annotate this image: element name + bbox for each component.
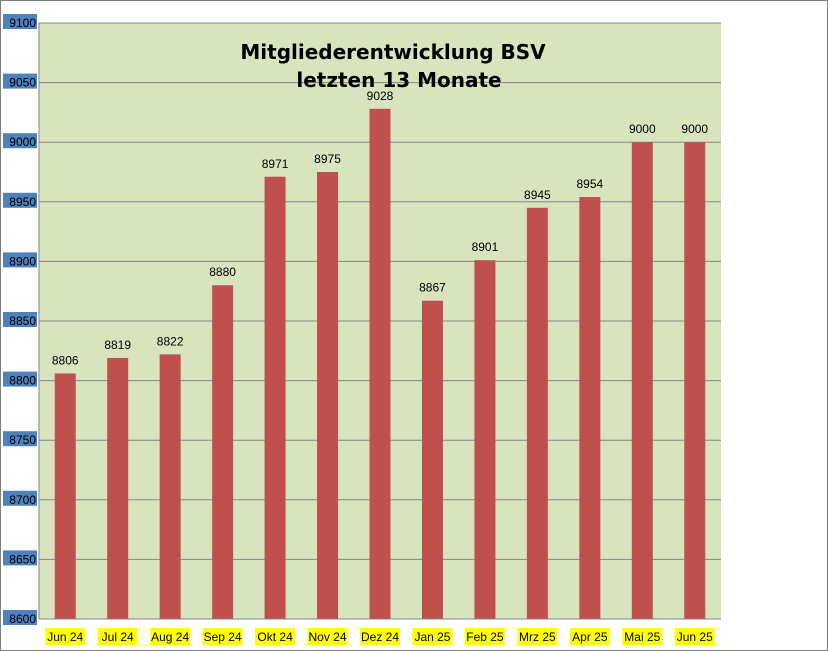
y-tick-highlight bbox=[3, 610, 37, 625]
x-tick-highlight bbox=[674, 628, 715, 645]
y-tick-label: 8900 bbox=[9, 254, 36, 268]
x-tick-label: Feb 25 bbox=[466, 630, 504, 644]
data-label: 9028 bbox=[367, 89, 394, 103]
data-label: 8954 bbox=[576, 177, 603, 191]
bar bbox=[474, 260, 496, 619]
y-tick-label: 8950 bbox=[9, 195, 36, 209]
data-labels: 8806 8819 8822 8880 8971 8975 9028 8867 8901 8945… bbox=[52, 89, 709, 368]
bar bbox=[107, 357, 129, 619]
chart-title: Mitgliederentwicklung BSV bbox=[240, 40, 546, 64]
x-tick-label: Nov 24 bbox=[309, 630, 347, 644]
x-tick-highlight bbox=[360, 628, 400, 645]
data-label: 9000 bbox=[681, 122, 708, 136]
bars bbox=[54, 108, 706, 620]
x-tick-label: Aug 24 bbox=[151, 630, 189, 644]
x-axis-ticks: Jun 24 Jul 24 Aug 24 Sep 24 Okt 24 Nov 24 Dez … bbox=[45, 628, 715, 645]
y-tick-highlight bbox=[3, 490, 37, 506]
x-tick-label: Okt 24 bbox=[257, 630, 293, 644]
y-tick-label: 8700 bbox=[9, 493, 36, 507]
bar bbox=[579, 197, 601, 620]
data-label: 8901 bbox=[472, 240, 499, 254]
bar bbox=[264, 176, 286, 619]
x-tick-label: Mai 25 bbox=[624, 630, 660, 644]
y-tick-highlight bbox=[3, 14, 37, 29]
data-label: 8971 bbox=[262, 157, 289, 171]
x-tick-highlight bbox=[307, 628, 348, 645]
x-tick-label: Mrz 25 bbox=[519, 630, 556, 644]
y-tick-label: 8650 bbox=[9, 552, 36, 566]
x-tick-highlight bbox=[45, 628, 86, 645]
x-tick-highlight bbox=[517, 628, 558, 645]
y-tick-highlight bbox=[3, 252, 37, 268]
y-tick-highlight bbox=[3, 550, 37, 566]
data-label: 8880 bbox=[209, 265, 236, 279]
x-tick-label: Jul 24 bbox=[102, 630, 134, 644]
y-tick-label: 8600 bbox=[9, 612, 36, 626]
x-tick-label: Sep 24 bbox=[204, 630, 242, 644]
y-tick-label: 8850 bbox=[9, 314, 36, 328]
data-label: 8819 bbox=[104, 338, 131, 352]
y-tick-highlight bbox=[3, 431, 37, 447]
x-tick-highlight bbox=[97, 628, 138, 645]
x-tick-label: Dez 24 bbox=[361, 630, 399, 644]
data-label: 8945 bbox=[524, 188, 551, 202]
x-tick-highlight bbox=[412, 628, 453, 645]
bar bbox=[684, 142, 706, 619]
x-tick-label: Jun 25 bbox=[677, 630, 713, 644]
data-label: 8975 bbox=[314, 152, 341, 166]
y-tick-highlight bbox=[3, 371, 37, 387]
y-tick-highlight bbox=[3, 192, 37, 208]
y-tick-label: 8800 bbox=[9, 374, 36, 388]
bar bbox=[631, 142, 653, 619]
data-label: 8822 bbox=[157, 334, 184, 348]
x-tick-highlight bbox=[150, 628, 191, 645]
bar bbox=[526, 207, 548, 619]
data-label: 9000 bbox=[629, 122, 656, 136]
x-tick-highlight bbox=[202, 628, 243, 645]
data-label: 8806 bbox=[52, 353, 79, 367]
data-label: 8867 bbox=[419, 281, 446, 295]
bar bbox=[54, 373, 76, 619]
x-tick-highlight bbox=[255, 628, 296, 645]
chart-subtitle: letzten 13 Monate bbox=[296, 68, 501, 92]
bar bbox=[421, 300, 443, 619]
bar bbox=[212, 285, 234, 619]
y-axis-ticks: 8600 8650 8700 8750 8800 8850 8900 8950 9000 9050… bbox=[3, 14, 37, 626]
x-tick-label: Jun 24 bbox=[47, 630, 83, 644]
bar bbox=[369, 108, 391, 619]
y-tick-highlight bbox=[3, 73, 37, 89]
x-tick-highlight bbox=[569, 628, 610, 645]
x-tick-highlight bbox=[464, 628, 505, 645]
x-tick-label: Apr 25 bbox=[572, 630, 608, 644]
x-tick-highlight bbox=[622, 628, 663, 645]
bar bbox=[159, 354, 181, 619]
x-tick-label: Jan 25 bbox=[414, 630, 450, 644]
y-tick-label: 9050 bbox=[9, 76, 36, 90]
y-tick-label: 9100 bbox=[9, 16, 36, 30]
y-tick-highlight bbox=[3, 312, 37, 327]
bar bbox=[317, 172, 339, 619]
y-tick-label: 8750 bbox=[9, 433, 36, 447]
y-tick-label: 9000 bbox=[9, 135, 36, 149]
y-tick-highlight bbox=[3, 133, 37, 149]
